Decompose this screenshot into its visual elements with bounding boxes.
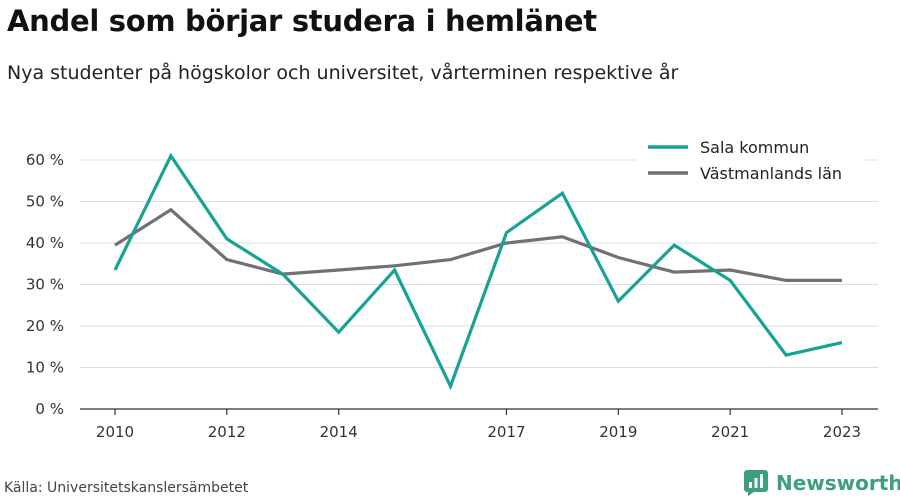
y-tick-label: 30 % [26,276,64,294]
series-line-vastmanlands-lan [114,207,842,282]
newsworthy-logo-icon [744,470,768,496]
y-tick-label: 20 % [26,317,64,335]
line-chart: 0 % 10 % 20 % 30 % 40 % 50 % 60 % 2010 2012 2014 2… [25,128,878,441]
chart-subtitle: Nya studenter på högskolor och universit… [7,62,679,84]
legend-label: Sala kommun [700,138,809,157]
y-tick-label: 40 % [26,234,64,252]
y-tick-label: 60 % [26,151,64,169]
brand-name: Newsworthy [776,471,900,495]
series-line-sala-kommun [113,152,843,391]
y-tick-label: 50 % [26,193,64,211]
source-note: Källa: Universitetskanslersämbetet [4,480,249,496]
x-tick-label: 2019 [599,423,637,441]
x-tick-label: 2010 [96,423,134,441]
x-tick-label: 2021 [711,423,749,441]
y-tick-label: 10 % [26,359,64,377]
x-tick-label: 2014 [320,423,358,441]
y-tick-label: 0 % [35,400,64,418]
legend-label: Västmanlands län [700,164,842,183]
legend-box [636,128,864,190]
chart-title: Andel som börjar studera i hemlänet [7,4,597,38]
x-tick-label: 2017 [487,423,525,441]
brand-mark: Newsworthy [744,468,900,498]
x-tick-label: 2012 [208,423,246,441]
x-tick-label: 2023 [823,423,861,441]
